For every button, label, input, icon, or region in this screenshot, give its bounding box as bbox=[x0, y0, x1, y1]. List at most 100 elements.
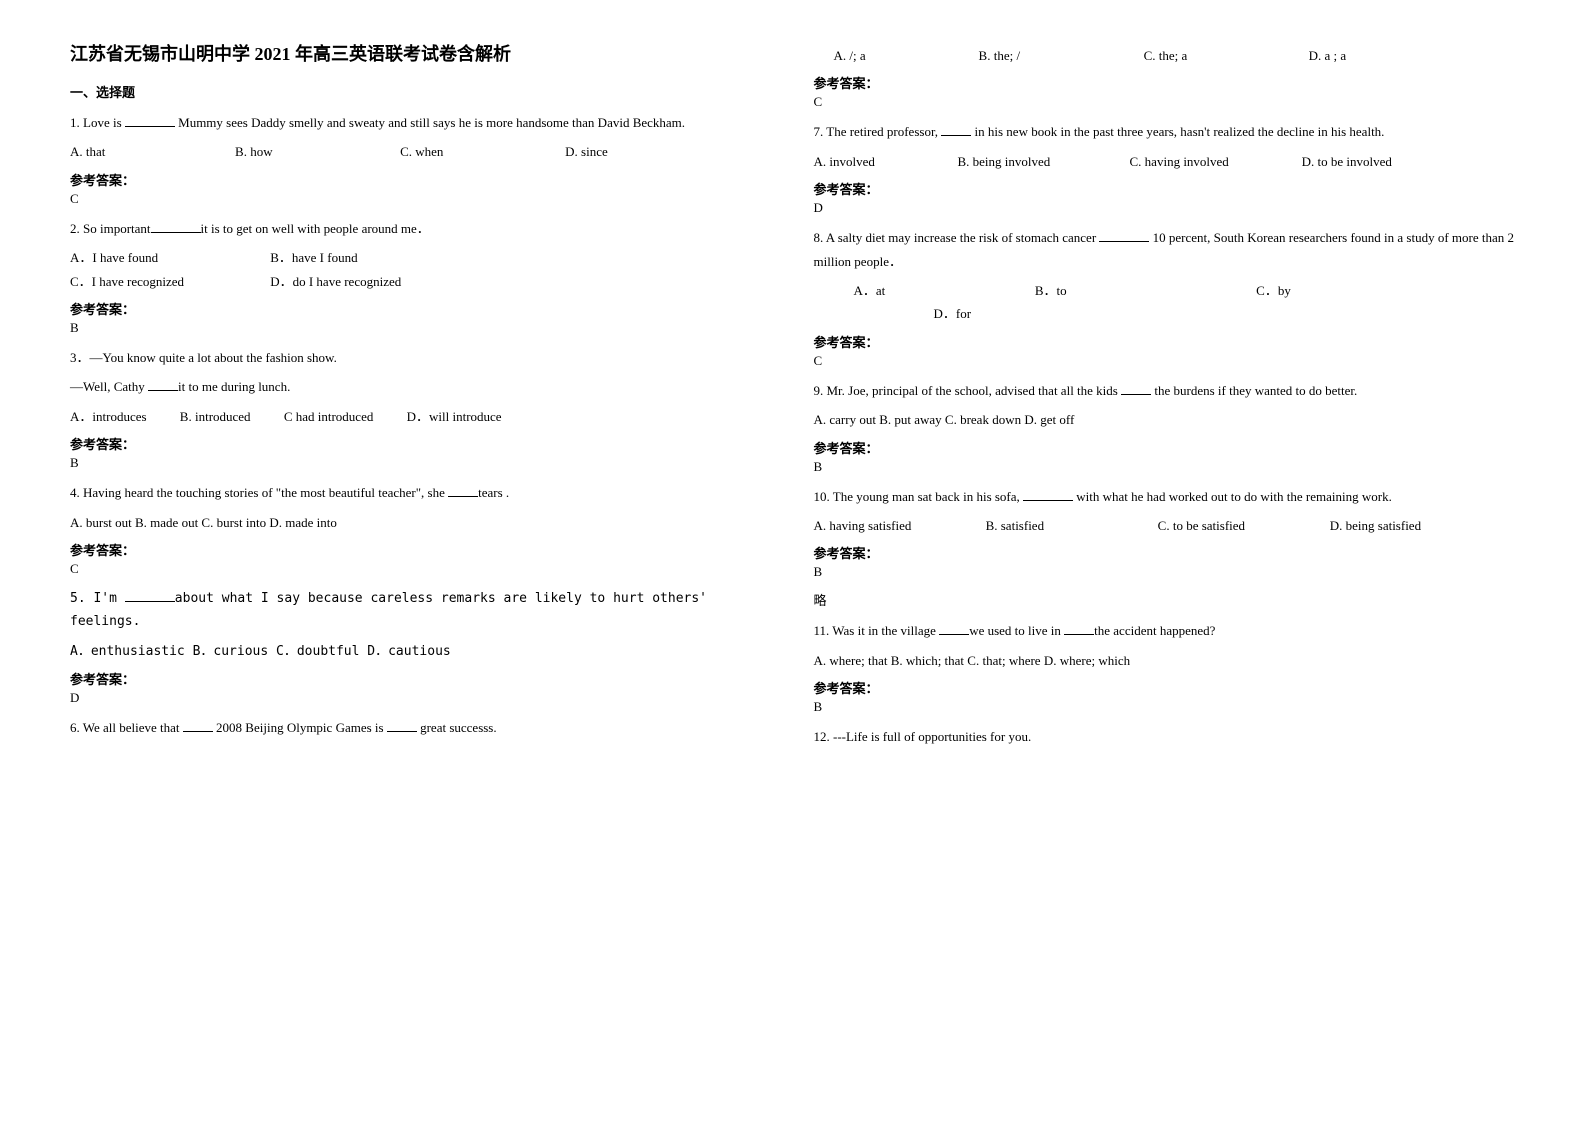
q4-options: A. burst out B. made out C. burst into D… bbox=[70, 511, 774, 534]
q7-opt-a: A. involved bbox=[814, 150, 955, 173]
question-7: 7. The retired professor, in his new boo… bbox=[814, 120, 1518, 143]
q8-options: A．at B．to C．by D．for bbox=[814, 279, 1518, 326]
section-title: 一、选择题 bbox=[70, 82, 774, 101]
blank bbox=[1023, 488, 1073, 501]
q3-answer: B bbox=[70, 455, 774, 471]
blank bbox=[183, 719, 213, 732]
question-10: 10. The young man sat back in his sofa, … bbox=[814, 485, 1518, 508]
left-column: 江苏省无锡市山明中学 2021 年高三英语联考试卷含解析 一、选择题 1. Lo… bbox=[50, 40, 794, 1082]
answer-label: 参考答案： bbox=[814, 543, 1518, 562]
q6-opt-c: C. the; a bbox=[1144, 44, 1306, 67]
blank bbox=[1121, 382, 1151, 395]
q6-pre: 6. We all believe that bbox=[70, 720, 183, 735]
answer-label: 参考答案： bbox=[70, 540, 774, 559]
q6-mid: 2008 Beijing Olympic Games is bbox=[213, 720, 387, 735]
q2-options: A．I have found B．have I found C．I have r… bbox=[70, 246, 774, 293]
question-6: 6. We all believe that 2008 Beijing Olym… bbox=[70, 716, 774, 739]
q7-answer: D bbox=[814, 200, 1518, 216]
answer-label: 参考答案： bbox=[814, 73, 1518, 92]
q1-options: A. that B. how C. when D. since bbox=[70, 140, 774, 163]
q3-opt-b: B. introduced bbox=[180, 405, 281, 428]
q6-opt-b: B. the; / bbox=[979, 44, 1141, 67]
q7-post: in his new book in the past three years,… bbox=[971, 124, 1384, 139]
q1-opt-b: B. how bbox=[235, 140, 397, 163]
q11-post: the accident happened? bbox=[1094, 623, 1215, 638]
q4-post: tears . bbox=[478, 485, 509, 500]
q8-opt-b: B．to bbox=[1035, 279, 1253, 302]
blank bbox=[1064, 622, 1094, 635]
q1-answer: C bbox=[70, 191, 774, 207]
q11-pre: 11. Was it in the village bbox=[814, 623, 940, 638]
q1-pre: 1. Love is bbox=[70, 115, 125, 130]
q4-pre: 4. Having heard the touching stories of … bbox=[70, 485, 448, 500]
blank bbox=[941, 123, 971, 136]
blank bbox=[448, 484, 478, 497]
q10-post: with what he had worked out to do with t… bbox=[1073, 489, 1392, 504]
q10-opt-d: D. being satisfied bbox=[1330, 514, 1499, 537]
q2-opt-a: A．I have found bbox=[70, 246, 267, 269]
q3-opt-d: D．will introduce bbox=[407, 405, 532, 428]
q7-opt-b: B. being involved bbox=[957, 150, 1126, 173]
question-3-line2: —Well, Cathy it to me during lunch. bbox=[70, 375, 774, 398]
q3-options: A．introduces B. introduced C had introdu… bbox=[70, 405, 774, 428]
q3-opt-a: A．introduces bbox=[70, 405, 177, 428]
answer-label: 参考答案： bbox=[70, 170, 774, 189]
q3-post: it to me during lunch. bbox=[178, 379, 290, 394]
q2-answer: B bbox=[70, 320, 774, 336]
q9-options: A. carry out B. put away C. break down D… bbox=[814, 408, 1518, 431]
blank bbox=[125, 114, 175, 127]
q8-pre: 8. A salty diet may increase the risk of… bbox=[814, 230, 1100, 245]
q1-post: Mummy sees Daddy smelly and sweaty and s… bbox=[175, 115, 685, 130]
q10-lue: 略 bbox=[814, 590, 1518, 609]
q11-answer: B bbox=[814, 699, 1518, 715]
q1-opt-d: D. since bbox=[565, 140, 727, 163]
question-8: 8. A salty diet may increase the risk of… bbox=[814, 226, 1518, 273]
q2-pre: 2. So important bbox=[70, 221, 151, 236]
q8-opt-d: D．for bbox=[814, 302, 972, 325]
question-5: 5. I'm about what I say because careless… bbox=[70, 587, 774, 634]
question-2: 2. So important it is to get on well with… bbox=[70, 217, 774, 240]
blank bbox=[1099, 229, 1149, 242]
q7-opt-c: C. having involved bbox=[1130, 150, 1299, 173]
q8-opt-c: C．by bbox=[1256, 279, 1432, 302]
question-12: 12. ---Life is full of opportunities for… bbox=[814, 725, 1518, 748]
q5-options: A．enthusiastic B．curious C．doubtful D．ca… bbox=[70, 640, 774, 663]
q2-opt-b: B．have I found bbox=[270, 246, 467, 269]
answer-label: 参考答案： bbox=[70, 299, 774, 318]
q2-opt-c: C．I have recognized bbox=[70, 270, 267, 293]
q7-pre: 7. The retired professor, bbox=[814, 124, 942, 139]
q2-opt-d: D．do I have recognized bbox=[270, 270, 467, 293]
answer-label: 参考答案： bbox=[70, 434, 774, 453]
blank bbox=[125, 589, 175, 602]
blank bbox=[151, 220, 201, 233]
q7-opt-d: D. to be involved bbox=[1302, 150, 1471, 173]
q8-opt-a: A．at bbox=[814, 279, 1032, 302]
q10-options: A. having satisfied B. satisfied C. to b… bbox=[814, 514, 1518, 537]
q2-post: it is to get on well with people around … bbox=[201, 221, 430, 236]
q10-pre: 10. The young man sat back in his sofa, bbox=[814, 489, 1024, 504]
q11-options: A. where; that B. which; that C. that; w… bbox=[814, 649, 1518, 672]
q10-opt-a: A. having satisfied bbox=[814, 514, 983, 537]
answer-label: 参考答案： bbox=[814, 438, 1518, 457]
question-11: 11. Was it in the village we used to liv… bbox=[814, 619, 1518, 642]
q9-answer: B bbox=[814, 459, 1518, 475]
q6-post: great successs. bbox=[417, 720, 497, 735]
q10-opt-b: B. satisfied bbox=[986, 514, 1155, 537]
q3-opt-c: C had introduced bbox=[284, 405, 404, 428]
q11-mid: we used to live in bbox=[969, 623, 1064, 638]
answer-label: 参考答案： bbox=[814, 332, 1518, 351]
right-column: A. /; a B. the; / C. the; a D. a ; a 参考答… bbox=[794, 40, 1538, 1082]
q10-answer: B bbox=[814, 564, 1518, 580]
q7-options: A. involved B. being involved C. having … bbox=[814, 150, 1518, 173]
q6-options: A. /; a B. the; / C. the; a D. a ; a bbox=[814, 44, 1518, 67]
q6-opt-d: D. a ; a bbox=[1309, 44, 1471, 67]
q9-pre: 9. Mr. Joe, principal of the school, adv… bbox=[814, 383, 1122, 398]
question-3-line1: 3．—You know quite a lot about the fashio… bbox=[70, 346, 774, 369]
q1-opt-c: C. when bbox=[400, 140, 562, 163]
answer-label: 参考答案： bbox=[70, 669, 774, 688]
q4-answer: C bbox=[70, 561, 774, 577]
q1-opt-a: A. that bbox=[70, 140, 232, 163]
answer-label: 参考答案： bbox=[814, 179, 1518, 198]
question-1: 1. Love is Mummy sees Daddy smelly and s… bbox=[70, 111, 774, 134]
blank bbox=[939, 622, 969, 635]
